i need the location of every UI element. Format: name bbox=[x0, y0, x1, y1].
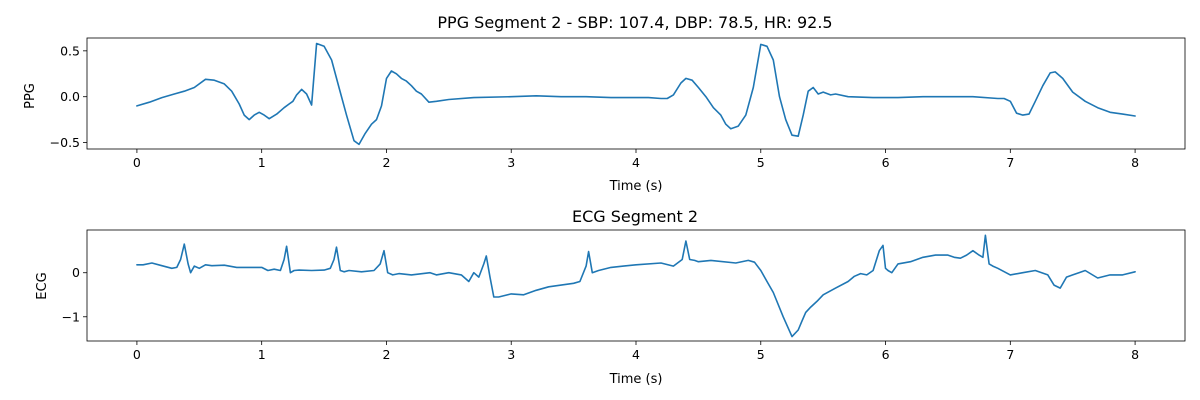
ecg-xtick-label: 0 bbox=[133, 347, 141, 362]
ecg-ytick-label: 0 bbox=[72, 265, 80, 280]
ppg-xtick-label: 1 bbox=[258, 155, 266, 170]
ecg-ticks: 0 1 2 3 4 5 6 7 8 −1 0 bbox=[62, 265, 1140, 362]
ecg-xtick-label: 8 bbox=[1131, 347, 1139, 362]
ppg-panel: PPG Segment 2 - SBP: 107.4, DBP: 78.5, H… bbox=[23, 13, 1186, 194]
ecg-title: ECG Segment 2 bbox=[572, 207, 698, 226]
ecg-xtick-label: 5 bbox=[757, 347, 765, 362]
ppg-xtick-label: 2 bbox=[382, 155, 390, 170]
ecg-ytick-label: −1 bbox=[62, 309, 80, 324]
ppg-xlabel: Time (s) bbox=[609, 179, 663, 194]
ecg-xtick-label: 7 bbox=[1006, 347, 1014, 362]
ppg-xtick-label: 7 bbox=[1006, 155, 1014, 170]
ppg-ytick-label: 0.5 bbox=[60, 43, 80, 58]
ppg-xtick-label: 0 bbox=[133, 155, 141, 170]
ppg-ytick-label: 0.0 bbox=[60, 89, 80, 104]
ecg-axes-frame bbox=[86, 229, 1186, 342]
ppg-xtick-label: 5 bbox=[757, 155, 765, 170]
ecg-xlabel: Time (s) bbox=[609, 372, 663, 387]
ecg-xtick-label: 2 bbox=[382, 347, 390, 362]
ecg-series-line bbox=[136, 234, 1136, 338]
ecg-xtick-label: 4 bbox=[632, 347, 640, 362]
ppg-xtick-label: 8 bbox=[1131, 155, 1139, 170]
ppg-ytick-label: −0.5 bbox=[50, 135, 80, 150]
ecg-panel: ECG Segment 2 ECG Time (s) 0 1 2 3 4 5 6 7 8 −1 0 bbox=[35, 207, 1186, 387]
ppg-xtick-label: 6 bbox=[882, 155, 890, 170]
ppg-ylabel: PPG bbox=[23, 83, 38, 109]
ppg-series-line bbox=[136, 42, 1136, 146]
ecg-xtick-label: 3 bbox=[507, 347, 515, 362]
ecg-xtick-label: 6 bbox=[882, 347, 890, 362]
ppg-xtick-label: 4 bbox=[632, 155, 640, 170]
ppg-title: PPG Segment 2 - SBP: 107.4, DBP: 78.5, H… bbox=[437, 13, 832, 32]
ecg-xtick-label: 1 bbox=[258, 347, 266, 362]
ecg-ylabel: ECG bbox=[35, 272, 50, 299]
ppg-axes-frame bbox=[86, 37, 1186, 150]
ppg-ticks: 0 1 2 3 4 5 6 7 8 −0.5 0.0 0.5 bbox=[50, 43, 1139, 170]
ppg-xtick-label: 3 bbox=[507, 155, 515, 170]
